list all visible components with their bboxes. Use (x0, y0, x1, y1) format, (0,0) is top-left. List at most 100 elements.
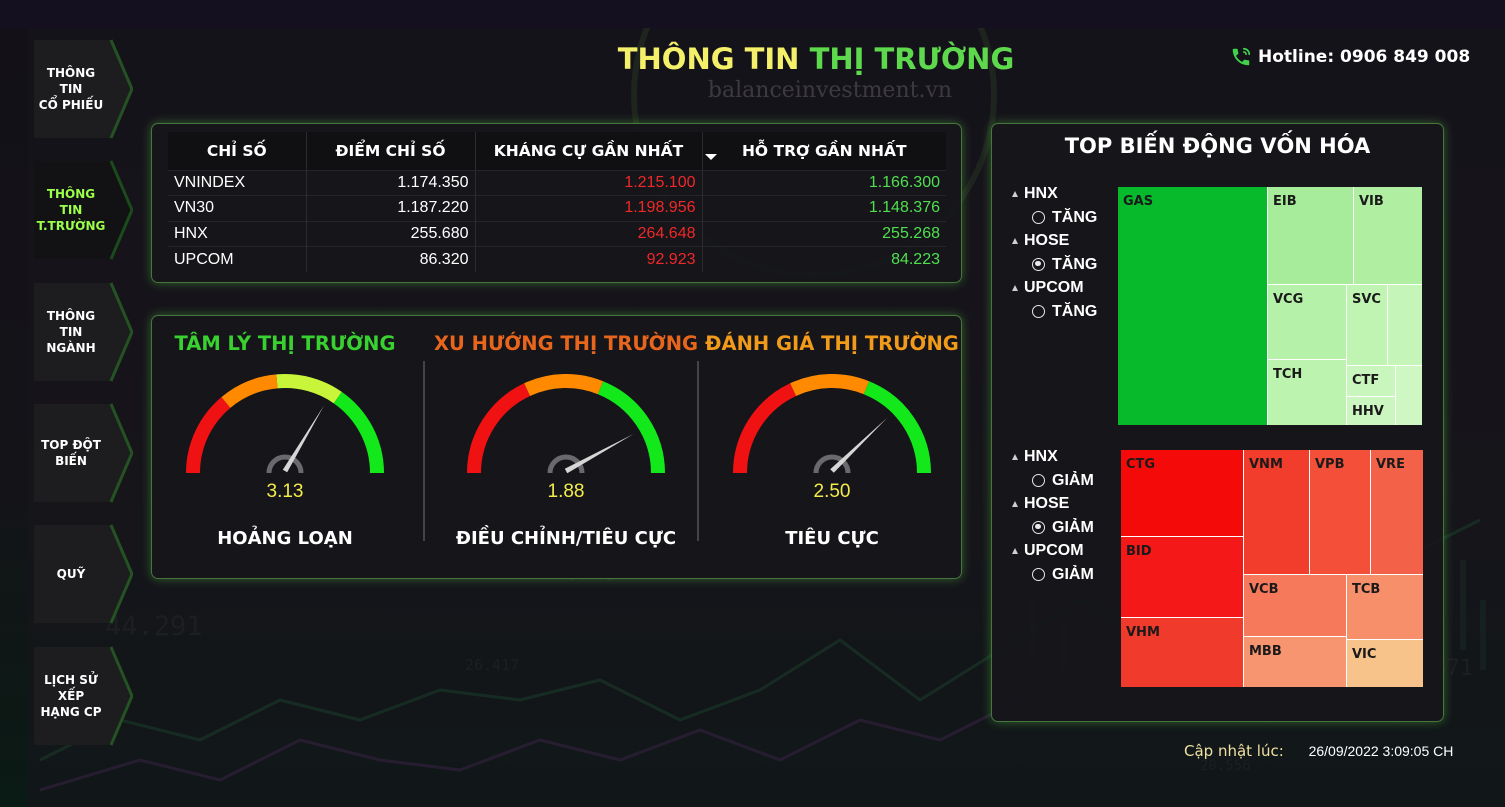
column-header-2[interactable]: KHÁNG CỰ GẦN NHẤT (475, 132, 703, 170)
treemap-tile[interactable]: GAS (1118, 187, 1267, 425)
gauge-hub (547, 454, 585, 474)
phone-icon (1232, 47, 1251, 66)
treemap-tile[interactable]: VCG (1268, 285, 1346, 359)
index-table-panel: CHỈ SỐ ĐIỂM CHỈ SỐ KHÁNG CỰ GẦN NHẤT HỖ TRỢ… (151, 123, 962, 283)
radio-icon[interactable] (1032, 257, 1045, 271)
sidebar-item-4[interactable]: QUỸ (33, 524, 133, 624)
treemap-tile[interactable]: VPB (1310, 450, 1370, 574)
slicer-exchange-hnx[interactable]: HNX (1012, 182, 1097, 206)
slicer-option[interactable]: TĂNG (1012, 206, 1097, 230)
treemap-tile[interactable]: TCH (1268, 360, 1346, 425)
treemap-tile[interactable]: CTF (1347, 366, 1395, 396)
gauge-band (333, 391, 385, 474)
gauge-dial: 3.13 (186, 374, 385, 501)
treemap-tile[interactable]: VIB (1354, 187, 1422, 284)
index-points-cell: 1.187.220 (306, 195, 476, 221)
treemap-up: GAS EIB VIB VCG SVC TCH CTF HHV (1118, 187, 1422, 425)
gauge-divider (697, 361, 699, 541)
sidebar-tab-shape (34, 524, 133, 624)
slicer-option[interactable]: TĂNG (1012, 253, 1097, 277)
treemap-tile[interactable]: SVC (1347, 285, 1387, 365)
index-name-cell: UPCOM (168, 246, 307, 272)
slicer-exchange-hnx[interactable]: HNX (1012, 445, 1094, 469)
sidebar-item-label: LỊCH SỬ XẾP HẠNG CP (33, 646, 109, 746)
table-row: UPCOM 86.320 92.923 84.223 (168, 246, 946, 272)
index-name-cell: VN30 (168, 195, 307, 221)
sidebar-label-line1: TOP ĐỘT (41, 438, 101, 452)
treemap-tile[interactable]: VCB (1244, 575, 1346, 636)
radio-icon[interactable] (1032, 520, 1045, 534)
gauge-hub (266, 454, 304, 474)
slicer-exchange-upcom[interactable]: UPCOM (1012, 276, 1097, 300)
treemap-tile[interactable]: VNM (1244, 450, 1309, 574)
gauge-title: TÂM LÝ THỊ TRƯỜNG (174, 332, 396, 355)
radio-icon[interactable] (1032, 473, 1045, 487)
treemap-tile[interactable]: BID (1121, 537, 1243, 617)
sidebar-item-0[interactable]: THÔNG TIN CỔ PHIẾU (33, 39, 133, 139)
gauge-title: XU HƯỚNG THỊ TRƯỜNG (433, 332, 699, 355)
sidebar-label-line1: THÔNG TIN (46, 187, 96, 217)
sidebar-tab-shape (34, 403, 133, 503)
gauge-band (467, 383, 531, 474)
resistance-cell: 92.923 (475, 246, 703, 272)
support-cell: 1.148.376 (702, 195, 946, 221)
slicer-exchange-upcom[interactable]: UPCOM (1012, 539, 1094, 563)
slicer-option[interactable]: GIẢM (1012, 516, 1094, 540)
slicer-option-label: TĂNG (1052, 255, 1098, 273)
sidebar-item-2[interactable]: THÔNG TIN NGÀNH (33, 282, 133, 382)
hotline-text: Hotline: 0906 849 008 (1258, 47, 1471, 67)
sidebar-item-3[interactable]: TOP ĐỘT BIẾN (33, 403, 133, 503)
index-points-cell: 1.174.350 (306, 169, 476, 196)
hotline[interactable]: Hotline: 0906 849 008 (1230, 46, 1470, 68)
gauge-divider (423, 361, 425, 541)
treemap-tile[interactable]: MBB (1244, 637, 1346, 687)
sidebar-label-line2: HẠNG CP (40, 705, 102, 719)
sidebar-item-label: THÔNG TIN NGÀNH (33, 282, 109, 382)
sidebar-tab-shape (34, 646, 133, 746)
page-title-part2: THỊ TRƯỜNG (809, 42, 1015, 76)
radio-icon[interactable] (1032, 567, 1045, 581)
treemap-tile[interactable]: CTG (1121, 450, 1243, 536)
slicer-exchange-hose[interactable]: HOSE (1012, 492, 1094, 516)
gauge-band (524, 374, 604, 397)
index-points-cell: 86.320 (306, 246, 476, 272)
treemap-tile[interactable]: HHV (1347, 397, 1395, 425)
sidebar-tab-shape (34, 282, 133, 382)
column-header-1[interactable]: ĐIỂM CHỈ SỐ (306, 132, 476, 170)
sidebar-item-1[interactable]: THÔNG TIN T.TRƯỜNG (33, 160, 133, 260)
slicer-exchange-hose[interactable]: HOSE (1012, 229, 1097, 253)
sort-caret-icon[interactable] (705, 154, 717, 160)
treemap-tile[interactable]: VRE (1371, 450, 1423, 574)
treemap-tile[interactable] (1396, 366, 1422, 425)
resistance-cell: 264.648 (475, 220, 703, 247)
treemap-tile[interactable] (1388, 285, 1422, 365)
column-header-3[interactable]: HỖ TRỢ GẦN NHẤT (702, 132, 946, 170)
support-cell: 255.268 (702, 220, 946, 247)
gauge-label: HOẢNG LOẠN (217, 528, 353, 549)
column-header-0[interactable]: CHỈ SỐ (168, 132, 307, 170)
last-update-label: Cập nhật lúc: (1184, 742, 1284, 760)
treemap-tile[interactable]: VIC (1347, 640, 1423, 687)
treemap-tile[interactable]: TCB (1347, 575, 1423, 639)
slicer-option-label: GIẢM (1052, 471, 1094, 489)
slicer-option-label: TĂNG (1052, 208, 1098, 226)
sidebar-tab-shape (34, 39, 133, 139)
gauge-band (597, 381, 665, 474)
slicer-option[interactable]: GIẢM (1012, 563, 1094, 587)
radio-icon[interactable] (1032, 210, 1045, 224)
radio-icon[interactable] (1032, 304, 1045, 318)
treemap-tile[interactable]: EIB (1268, 187, 1353, 284)
sidebar-label-line2: T.TRƯỜNG (36, 219, 106, 233)
slicer-option[interactable]: TĂNG (1012, 300, 1097, 324)
sidebar-item-5[interactable]: LỊCH SỬ XẾP HẠNG CP (33, 646, 133, 746)
sidebar-label-line1: THÔNG TIN (46, 66, 96, 96)
gauge-title: ĐÁNH GIÁ THỊ TRƯỜNG (705, 332, 959, 355)
up-slicer: HNX TĂNG HOSE TĂNG UPCOM TĂNG (1012, 182, 1097, 323)
sidebar-label-line2: BIẾN (55, 454, 87, 468)
treemap-tile[interactable]: VHM (1121, 618, 1243, 687)
gauge-hub (813, 454, 851, 474)
slicer-option-label: GIẢM (1052, 518, 1094, 536)
slicer-option[interactable]: GIẢM (1012, 469, 1094, 493)
gauge-band (863, 381, 931, 474)
watermark: balanceinvestment.vn (707, 78, 953, 103)
